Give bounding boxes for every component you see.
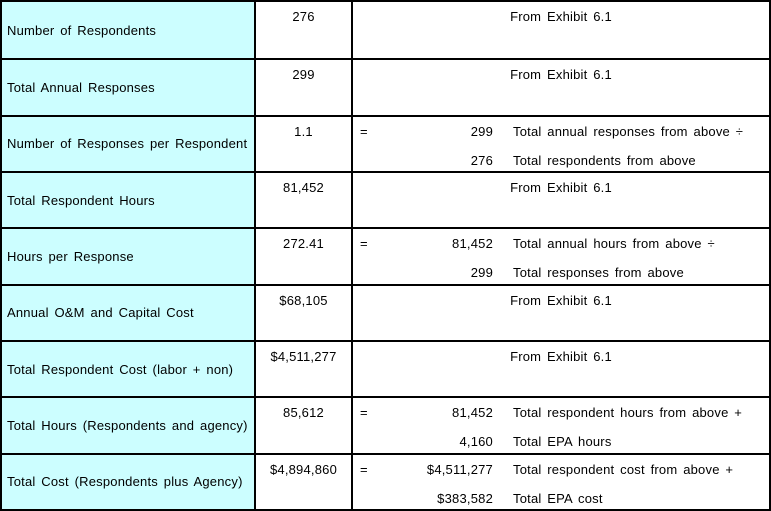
formula-line: = 81,452 Total respondent hours from above… — [353, 404, 769, 421]
table-row: Number of Respondents 276 From Exhibit 6.1 — [2, 2, 769, 59]
equals-sign: = — [360, 461, 368, 477]
formula-description: Total EPA hours — [513, 434, 612, 450]
row-detail: = 299 Total annual responses from above ÷ 2… — [353, 117, 769, 171]
row-note: From Exhibit 6.1 — [510, 9, 612, 24]
formula-line: $383,582 Total EPA cost — [353, 490, 769, 507]
row-label: Hours per Response — [2, 229, 256, 284]
formula-number: 299 — [470, 265, 493, 281]
formula-line: = $4,511,277 Total respondent cost from ab… — [353, 461, 769, 478]
row-note: From Exhibit 6.1 — [510, 67, 612, 83]
formula-line: = 81,452 Total annual hours from above ÷ — [353, 235, 769, 252]
row-value: $4,894,860 — [256, 454, 353, 509]
formula-block: = $4,511,277 Total respondent cost from ab… — [353, 455, 769, 507]
row-value: $4,511,277 — [256, 341, 353, 397]
table-row: Number of Responses per Respondent 1.1 = 29… — [2, 114, 769, 171]
row-value: 272.41 — [256, 229, 353, 284]
equals-sign: = — [360, 405, 368, 421]
formula-block: = 81,452 Total respondent hours from above… — [353, 398, 769, 450]
formula-line: 4,160 Total EPA hours — [353, 433, 769, 450]
table-row: Total Annual Responses 299 From Exhibit 6.… — [2, 58, 769, 115]
formula-number: $383,582 — [437, 490, 493, 506]
table-row: Total Cost (Respondents plus Agency) $4,8… — [2, 452, 769, 509]
equals-sign — [353, 433, 381, 450]
row-value: 81,452 — [256, 172, 353, 228]
equals-sign: = — [360, 236, 368, 252]
row-label: Total Respondent Hours — [2, 172, 256, 228]
row-detail: From Exhibit 6.1 — [353, 342, 769, 396]
formula-line: 276 Total respondents from above — [353, 152, 769, 169]
table-row: Total Respondent Hours 81,452 From Exhibit… — [2, 170, 769, 228]
formula-block: = 81,452 Total annual hours from above ÷ 29… — [353, 229, 769, 281]
table-row: Total Hours (Respondents and agency) 85,6… — [2, 396, 769, 453]
row-note: From Exhibit 6.1 — [510, 179, 612, 195]
row-value: 299 — [256, 60, 353, 115]
formula-description: Total EPA cost — [513, 490, 603, 506]
row-detail: = $4,511,277 Total respondent cost from ab… — [353, 455, 769, 509]
formula-number: 4,160 — [459, 434, 493, 450]
formula-description: Total respondent cost from above + — [513, 461, 734, 477]
formula-description: Total annual responses from above ÷ — [513, 123, 744, 139]
formula-block: = 299 Total annual responses from above ÷ 2… — [353, 117, 769, 169]
formula-description: Total respondents from above — [513, 152, 696, 168]
formula-number: 299 — [470, 123, 493, 139]
formula-number: $4,511,277 — [426, 461, 493, 477]
equals-sign — [353, 490, 381, 507]
row-detail: From Exhibit 6.1 — [353, 286, 769, 340]
row-label: Total Hours (Respondents and agency) — [2, 398, 256, 453]
row-detail: From Exhibit 6.1 — [353, 173, 769, 227]
formula-description: Total annual hours from above ÷ — [513, 236, 715, 252]
formula-number: 81,452 — [452, 405, 493, 421]
row-detail: = 81,452 Total annual hours from above ÷ 29… — [353, 229, 769, 283]
table-row: Total Respondent Cost (labor + non) $4,51… — [2, 339, 769, 397]
equals-sign — [353, 264, 381, 281]
row-detail: From Exhibit 6.1 — [353, 2, 769, 58]
equals-sign: = — [360, 123, 368, 139]
row-label: Total Annual Responses — [2, 60, 256, 115]
row-label: Total Cost (Respondents plus Agency) — [2, 454, 256, 509]
row-note: From Exhibit 6.1 — [510, 292, 612, 308]
row-detail: From Exhibit 6.1 — [353, 60, 769, 114]
row-value: 85,612 — [256, 398, 353, 453]
row-value: 1.1 — [256, 116, 353, 171]
row-value: $68,105 — [256, 285, 353, 340]
formula-description: Total responses from above — [513, 265, 684, 281]
formula-line: = 299 Total annual responses from above ÷ — [353, 123, 769, 140]
row-note: From Exhibit 6.1 — [510, 348, 612, 364]
formula-number: 276 — [470, 152, 493, 168]
table-row: Hours per Response 272.41 = 81,452 Total ann… — [2, 227, 769, 284]
row-value: 276 — [256, 2, 353, 59]
row-detail: = 81,452 Total respondent hours from above… — [353, 398, 769, 452]
row-label: Number of Responses per Respondent — [2, 116, 256, 171]
equals-sign — [353, 152, 381, 169]
row-label: Number of Respondents — [2, 2, 256, 59]
formula-description: Total respondent hours from above + — [513, 405, 743, 421]
row-label: Total Respondent Cost (labor + non) — [2, 341, 256, 397]
row-label: Annual O&M and Capital Cost — [2, 285, 256, 340]
formula-number: 81,452 — [452, 236, 493, 252]
formula-line: 299 Total responses from above — [353, 264, 769, 281]
table-row: Annual O&M and Capital Cost $68,105 From E… — [2, 283, 769, 340]
